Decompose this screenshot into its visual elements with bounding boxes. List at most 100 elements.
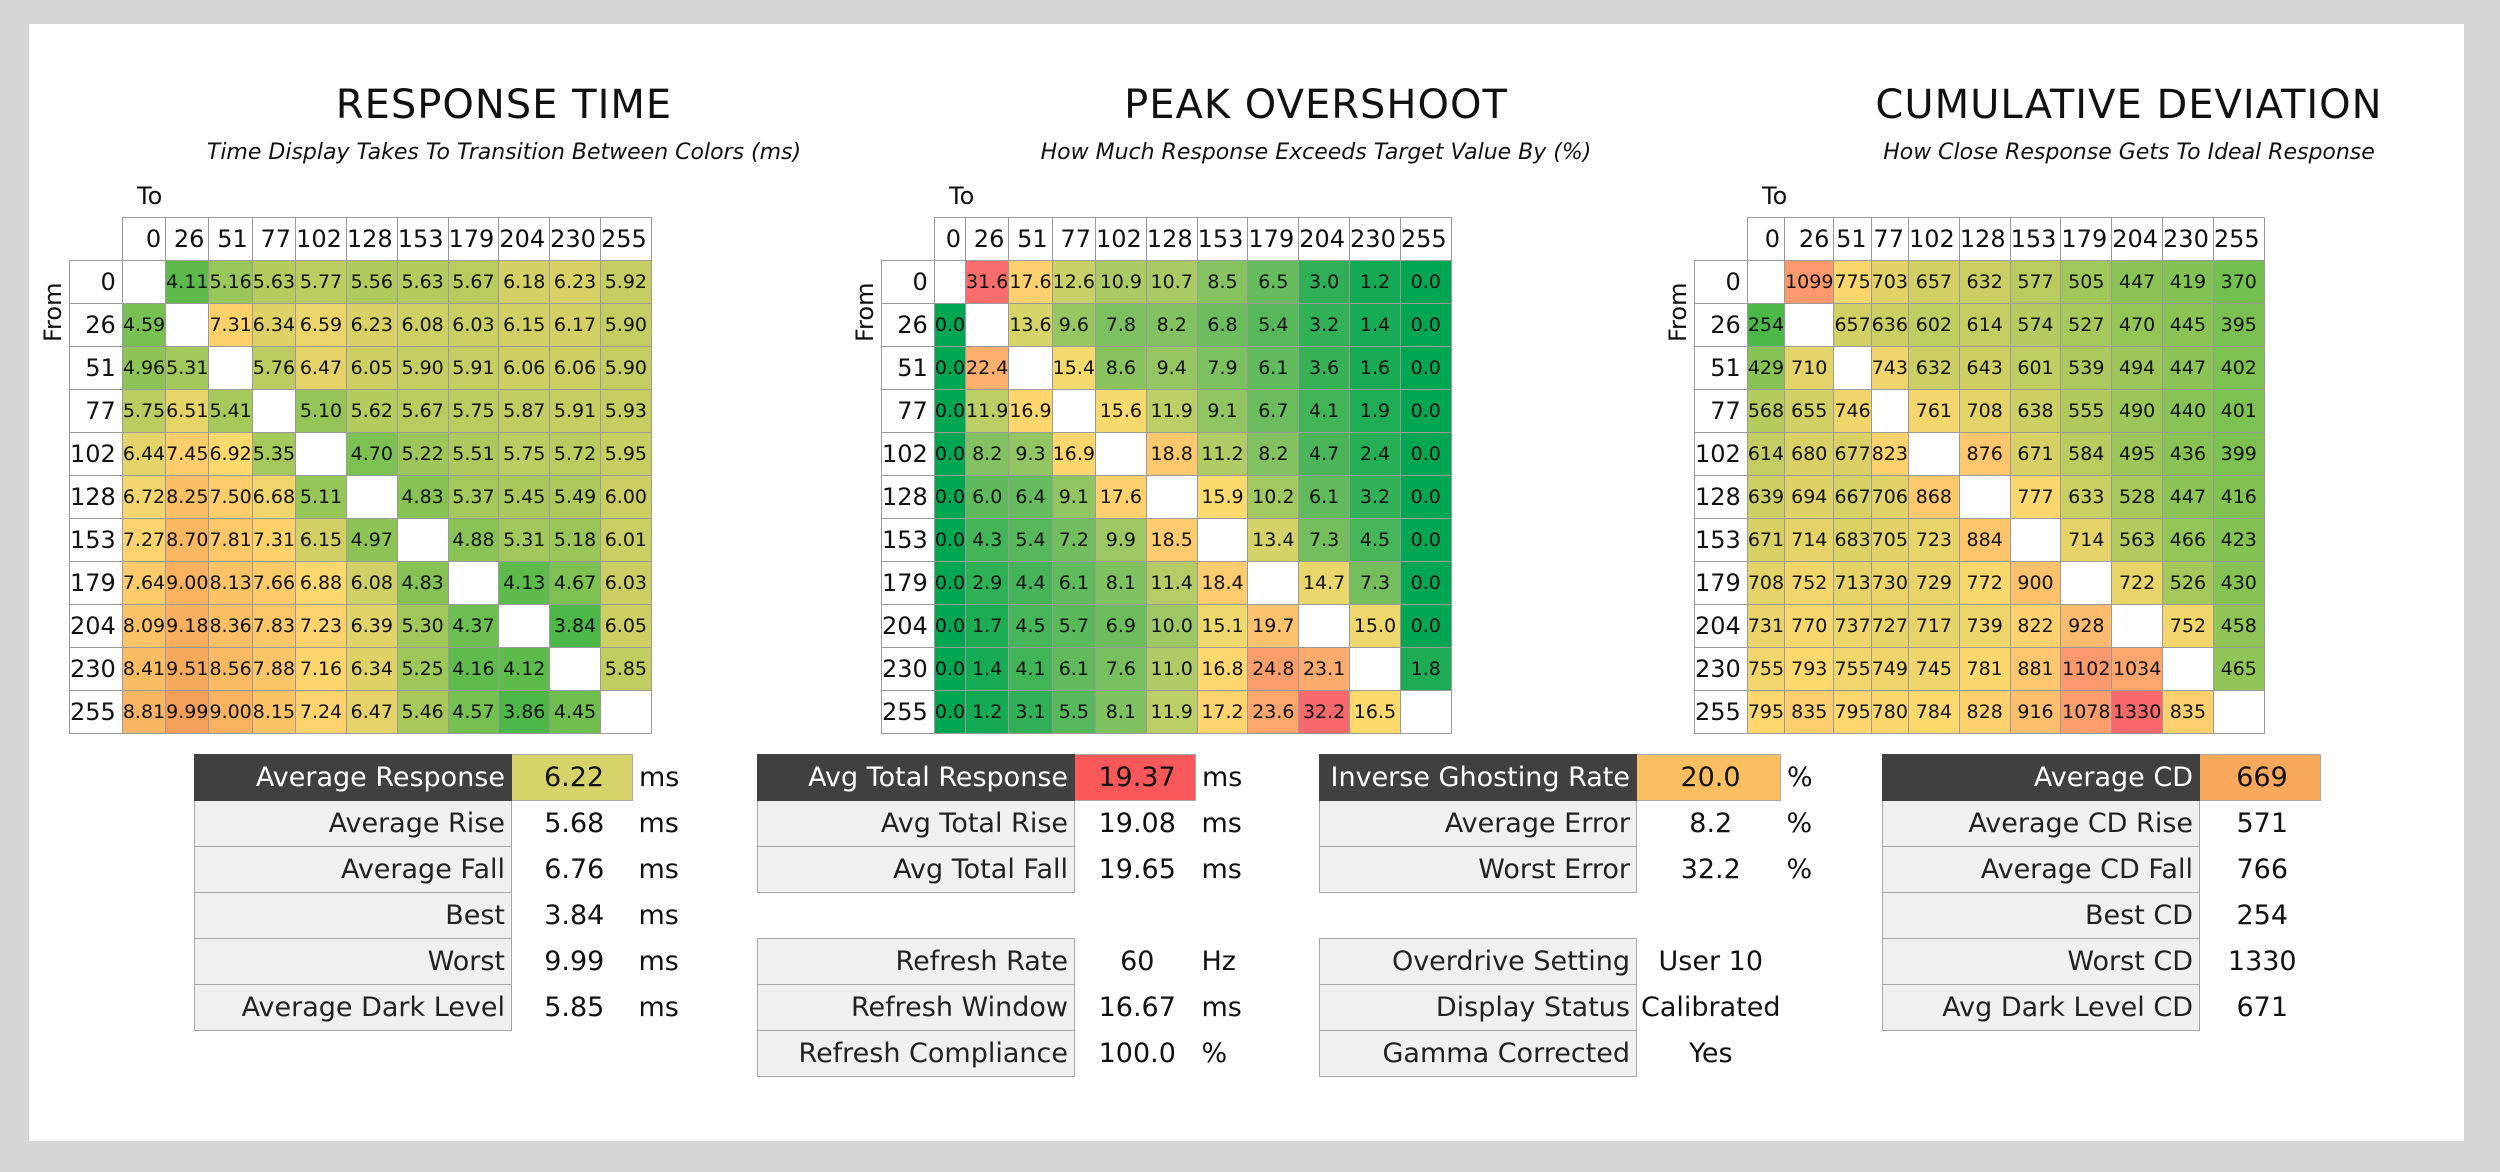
heatmap-cell: 447 (2162, 475, 2214, 519)
stat-value: 100.0 (1098, 1038, 1176, 1069)
heatmap-cell: 5.5 (1051, 690, 1096, 734)
stat-label: Average Fall (194, 846, 512, 893)
heatmap-cell: 881 (2009, 647, 2062, 691)
heatmap-cell: 793 (1784, 647, 1835, 691)
row-header: 0 (69, 260, 123, 304)
stat-value: 766 (2236, 854, 2289, 885)
heatmap-cell: 6.06 (498, 346, 551, 390)
column-header: 128 (1958, 217, 2011, 261)
peak-overshoot-subtitle: How Much Response Exceeds Target Value B… (1040, 140, 1592, 165)
stat-value: 19.37 (1074, 754, 1196, 801)
stat-value: 5.68 (544, 808, 605, 840)
row-header: 255 (69, 690, 123, 734)
heatmap-cell: 4.59 (121, 303, 167, 347)
stat-value: 19.08 (1098, 808, 1176, 840)
heatmap-cell: 6.1 (1298, 475, 1351, 519)
heatmap-cell: 5.75 (447, 389, 500, 433)
stat-label: Average CD Fall (1882, 846, 2200, 893)
heatmap-cell: 526 (2162, 561, 2214, 605)
heatmap-cell: 0.0 (1399, 475, 1452, 519)
heatmap-cell (251, 389, 297, 433)
heatmap-cell (2162, 647, 2214, 691)
response-time-title: RESPONSE TIME (335, 82, 673, 128)
heatmap-cell: 9.1 (1051, 475, 1096, 519)
heatmap-cell: 5.49 (549, 475, 601, 519)
heatmap-cell (1399, 690, 1452, 734)
stat-label: Worst Error (1319, 846, 1637, 893)
heatmap-cell: 0.0 (1399, 561, 1452, 605)
heatmap-cell: 680 (1784, 432, 1835, 476)
column-header: 26 (1784, 217, 1835, 261)
heatmap-cell (121, 260, 167, 304)
heatmap-cell: 0.0 (933, 647, 967, 691)
heatmap-cell: 6.15 (498, 303, 551, 347)
heatmap-cell: 745 (1907, 647, 1960, 691)
spacer (758, 893, 1251, 939)
heatmap-cell: 7.83 (251, 604, 297, 648)
heatmap-cell: 6.06 (549, 346, 601, 390)
heatmap-cell: 781 (1958, 647, 2011, 691)
heatmap-cell (1746, 260, 1786, 304)
heatmap-cell: 655 (1784, 389, 1835, 433)
column-header: 179 (1247, 217, 1300, 261)
heatmap-cell: 1102 (2060, 647, 2113, 691)
heatmap-cell: 0.0 (1399, 303, 1452, 347)
heatmap-cell: 677 (1833, 432, 1872, 476)
heatmap-cell: 9.1 (1196, 389, 1249, 433)
column-header: 179 (447, 217, 500, 261)
heatmap-cell: 399 (2212, 432, 2265, 476)
stat-value: 60 (1120, 946, 1155, 977)
heatmap-cell: 3.2 (1298, 303, 1351, 347)
heatmap-cell: 3.86 (498, 690, 551, 734)
heatmap-cell: 823 (1870, 432, 1909, 476)
heatmap-cell: 5.22 (396, 432, 449, 476)
heatmap-cell: 470 (2111, 303, 2164, 347)
heatmap-cell: 6.05 (345, 346, 398, 390)
heatmap-cell: 9.00 (165, 561, 210, 605)
column-header: 128 (345, 217, 398, 261)
heatmap-cell: 6.03 (599, 561, 652, 605)
heatmap-cell: 2.4 (1349, 432, 1401, 476)
to-label: To (1762, 182, 1788, 210)
heatmap-cell: 5.87 (498, 389, 551, 433)
heatmap-cell: 3.0 (1298, 260, 1351, 304)
stat-value: 9.99 (544, 946, 605, 977)
heatmap-cell: 6.34 (251, 303, 297, 347)
stat-value: Yes (1688, 1038, 1733, 1069)
heatmap-cell: 6.51 (165, 389, 210, 433)
heatmap-cell: 749 (1870, 647, 1909, 691)
heatmap-cell: 15.1 (1196, 604, 1249, 648)
heatmap-cell: 7.45 (165, 432, 210, 476)
heatmap-cell: 9.18 (165, 604, 210, 648)
heatmap-cell: 706 (1870, 475, 1909, 519)
heatmap-cell: 8.2 (965, 432, 1010, 476)
column-header: 0 (933, 217, 967, 261)
heatmap-cell: 4.4 (1008, 561, 1053, 605)
stat-unit: % (1201, 1038, 1228, 1069)
heatmap-cell: 8.56 (208, 647, 253, 691)
heatmap-cell: 8.41 (121, 647, 167, 691)
stat-unit: % (1787, 762, 1813, 793)
heatmap-cell (965, 303, 1010, 347)
heatmap-cell: 7.8 (1094, 303, 1147, 347)
stat-unit: % (1786, 854, 1813, 885)
stat-value: User 10 (1658, 946, 1763, 977)
heatmap-cell: 1.8 (1399, 647, 1452, 691)
heatmap-cell: 4.3 (965, 518, 1010, 562)
heatmap-cell: 10.2 (1247, 475, 1300, 519)
heatmap-cell: 490 (2111, 389, 2164, 433)
column-header: 102 (1094, 217, 1147, 261)
results-panel: RESPONSE TIME Time Display Takes To Tran… (29, 24, 2464, 1141)
heatmap-cell: 683 (1833, 518, 1872, 562)
heatmap-cell: 0.0 (933, 690, 967, 734)
heatmap-cell: 6.1 (1051, 561, 1096, 605)
heatmap-cell: 5.45 (498, 475, 551, 519)
heatmap-cell: 5.56 (345, 260, 398, 304)
heatmap-cell: 795 (1746, 690, 1786, 734)
heatmap-cell: 4.97 (345, 518, 398, 562)
heatmap-cell: 6.00 (599, 475, 652, 519)
heatmap-cell: 17.6 (1008, 260, 1053, 304)
heatmap-cell: 752 (1784, 561, 1835, 605)
row-header: 26 (881, 303, 935, 347)
heatmap-cell: 5.95 (599, 432, 652, 476)
